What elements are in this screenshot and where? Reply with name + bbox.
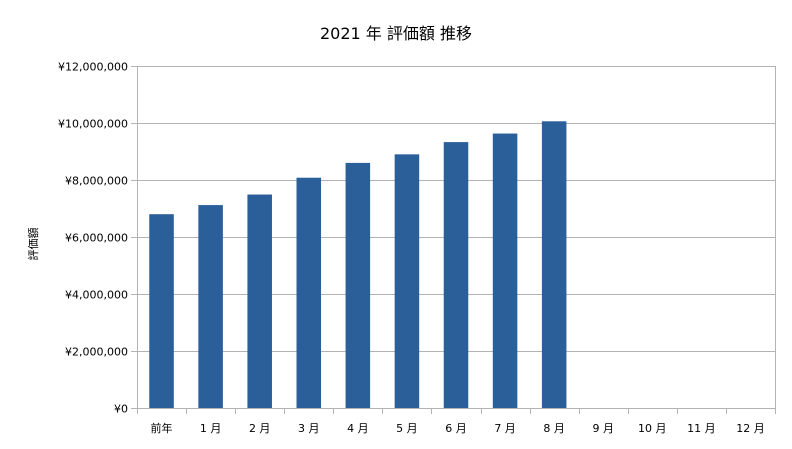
y-tick-label: ¥4,000,000: [65, 289, 128, 302]
y-tick-labels: ¥0 ¥2,000,000 ¥4,000,000 ¥6,000,000 ¥8,000,0…: [58, 61, 128, 416]
bar-5: [345, 162, 371, 408]
x-tick-label: 11 月: [687, 422, 716, 435]
bar-8: [492, 133, 518, 409]
y-axis-label: 評価額: [26, 228, 40, 261]
x-tick-label: 4 月: [347, 422, 369, 435]
x-tick-labels: 前年 1 月 2 月 3 月 4 月 5 月 6 月 7 月 8 月 9 月 10 月 11 月 12 …: [151, 421, 765, 435]
x-tick-label: 5 月: [396, 422, 418, 435]
bar-series: [149, 121, 567, 409]
y-tick-label: ¥10,000,000: [58, 118, 128, 131]
chart-title: 2021 年 評価額 推移: [320, 24, 472, 43]
y-tick-label: ¥2,000,000: [65, 346, 128, 359]
x-tick-label: 10 月: [638, 422, 667, 435]
y-tick-label: ¥8,000,000: [65, 175, 128, 188]
bar-9: [541, 121, 567, 408]
bar-7: [443, 142, 469, 408]
axes: [137, 66, 776, 414]
x-tick-label: 1 月: [200, 422, 222, 435]
bar-3: [247, 194, 272, 408]
bar-4: [296, 177, 322, 408]
x-tick-label: 7 月: [494, 422, 516, 435]
bar-1: [149, 214, 174, 408]
x-tick-label: 8 月: [543, 422, 565, 435]
x-tick-label: 3 月: [298, 422, 320, 435]
y-tick-label: ¥0: [114, 403, 128, 416]
y-tick-label: ¥12,000,000: [58, 61, 128, 74]
x-tick-label: 2 月: [249, 422, 271, 435]
bar-2: [198, 205, 223, 408]
x-tick-label: 前年: [151, 421, 173, 435]
bar-6: [394, 154, 420, 408]
x-tick-label: 12 月: [736, 422, 765, 435]
x-tick-label: 9 月: [592, 422, 614, 435]
y-tick-label: ¥6,000,000: [65, 232, 128, 245]
x-tick-label: 6 月: [445, 422, 467, 435]
